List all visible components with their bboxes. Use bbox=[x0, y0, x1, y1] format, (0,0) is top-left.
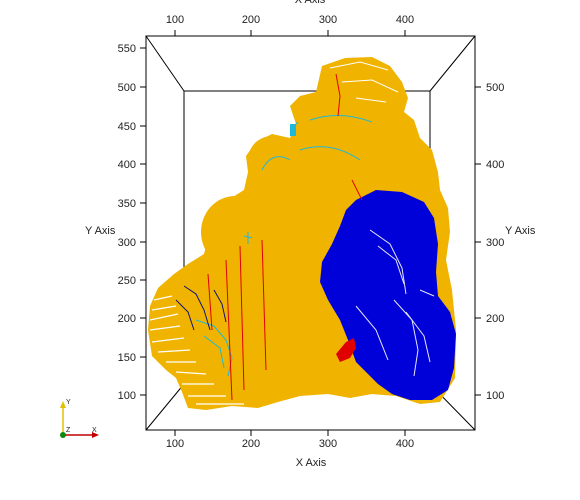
y-ticks-right bbox=[475, 86, 481, 396]
left-striations bbox=[149, 295, 244, 405]
x-tick-top-300: 300 bbox=[319, 14, 337, 26]
red-contours bbox=[207, 73, 363, 401]
y-tick-right-200: 200 bbox=[486, 313, 504, 325]
y-tick-left-100: 100 bbox=[118, 390, 136, 402]
y-tick-left-550: 550 bbox=[118, 43, 136, 55]
y-axis-title-left: Y Axis bbox=[85, 225, 116, 237]
surface-left-lobe bbox=[201, 196, 269, 268]
y-tick-labels-left: 550 500 450 400 350 300 250 200 150 100 bbox=[118, 43, 136, 402]
x-axis-title-bottom: X Axis bbox=[296, 457, 327, 469]
navy-contours bbox=[175, 285, 227, 331]
y-ticks-left bbox=[140, 47, 146, 396]
x-ticks-bottom bbox=[174, 430, 406, 436]
orientation-axes-widget[interactable]: X Y Z bbox=[60, 399, 99, 438]
x-tick-top-100: 100 bbox=[166, 14, 184, 26]
cyan-spot bbox=[290, 124, 296, 136]
x-axis-title-top: X Axis bbox=[295, 0, 326, 6]
y-tick-right-100: 100 bbox=[486, 390, 504, 402]
x-tick-labels-bottom: 100 200 300 400 bbox=[166, 438, 414, 450]
y-tick-right-400: 400 bbox=[486, 159, 504, 171]
y-tick-left-150: 150 bbox=[118, 352, 136, 364]
y-tick-left-500: 500 bbox=[118, 82, 136, 94]
x-tick-bottom-400: 400 bbox=[396, 438, 414, 450]
y-tick-left-450: 450 bbox=[118, 121, 136, 133]
y-axis-title-right: Y Axis bbox=[505, 225, 536, 237]
x-tick-labels-top: 100 200 300 400 bbox=[166, 14, 414, 26]
x-tick-bottom-100: 100 bbox=[166, 438, 184, 450]
upper-striations bbox=[329, 61, 399, 103]
y-tick-left-200: 200 bbox=[118, 313, 136, 325]
y-tick-labels-right: 500 400 300 200 100 bbox=[486, 82, 504, 402]
orientation-x-arrow bbox=[92, 432, 99, 438]
y-tick-left-400: 400 bbox=[118, 159, 136, 171]
y-tick-right-500: 500 bbox=[486, 82, 504, 94]
x-tick-top-200: 200 bbox=[242, 14, 260, 26]
y-tick-right-300: 300 bbox=[486, 237, 504, 249]
x-ticks-top bbox=[174, 30, 406, 36]
terrain-surface bbox=[148, 57, 456, 410]
orientation-y-label: Y bbox=[66, 399, 71, 406]
surface-upper-bump bbox=[248, 136, 296, 184]
x-tick-top-400: 400 bbox=[396, 14, 414, 26]
red-patch bbox=[336, 338, 356, 362]
orientation-z-axis bbox=[60, 432, 66, 438]
orientation-x-label: X bbox=[92, 427, 97, 434]
y-tick-left-250: 250 bbox=[118, 275, 136, 287]
basin-striations bbox=[355, 229, 435, 377]
orientation-z-label: Z bbox=[66, 427, 71, 434]
x-tick-bottom-300: 300 bbox=[319, 438, 337, 450]
orientation-y-arrow bbox=[60, 401, 66, 408]
y-tick-left-350: 350 bbox=[118, 198, 136, 210]
y-tick-left-300: 300 bbox=[118, 237, 136, 249]
x-tick-bottom-200: 200 bbox=[242, 438, 260, 450]
